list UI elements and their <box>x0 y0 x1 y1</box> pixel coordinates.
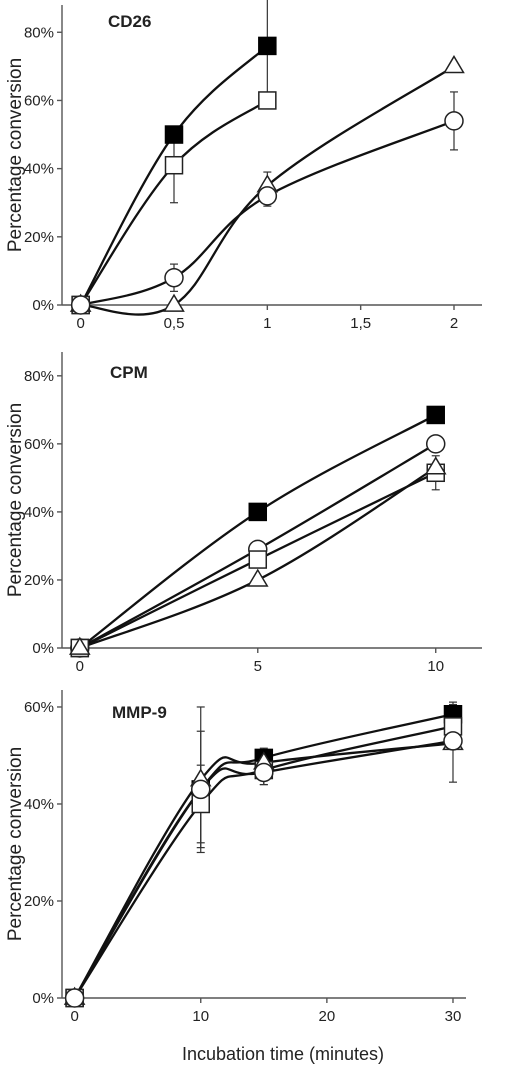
series-filled-square <box>73 701 457 999</box>
open-square-marker <box>164 155 184 175</box>
open-triangle-marker <box>246 568 269 587</box>
y-tick-label: 60% <box>24 436 54 453</box>
open-circle-marker <box>444 111 464 131</box>
x-axis-title: Incubation time (minutes) <box>182 1044 384 1064</box>
series-line <box>73 725 454 999</box>
series-line <box>73 742 454 999</box>
open-triangle-marker <box>163 293 185 312</box>
x-tick-label: 30 <box>445 1008 462 1025</box>
open-square-marker <box>248 550 268 569</box>
y-tick-label: 40% <box>24 504 54 521</box>
y-axis-title: Percentage conversion <box>5 58 26 252</box>
y-axis-title: Percentage conversion <box>5 403 26 597</box>
open-circle-marker <box>443 731 463 751</box>
y-tick-label: 20% <box>24 893 54 910</box>
filled-square-marker <box>258 36 277 56</box>
filled-square-marker <box>426 405 445 425</box>
panel-title: MMP-9 <box>112 703 167 722</box>
y-tick-label: 40% <box>24 161 54 178</box>
y-tick-label: 60% <box>24 92 54 109</box>
x-tick-label: 0 <box>70 1008 78 1025</box>
y-tick-label: 0% <box>32 990 54 1007</box>
series-line <box>80 65 455 316</box>
series-filled-square <box>79 413 437 649</box>
open-circle-marker <box>64 988 85 1008</box>
x-tick-label: 10 <box>192 1008 209 1025</box>
y-tick-label: 20% <box>24 229 54 246</box>
series-line <box>73 739 454 999</box>
y-axis-title: Percentage conversion <box>5 747 26 941</box>
open-circle-marker <box>254 762 274 783</box>
y-tick-label: 0% <box>32 297 54 314</box>
chart-panel-1: 0% 20% 40% 60% 80% 0 5 10 Percentage conversion C… <box>5 352 482 675</box>
x-tick-label: 20 <box>319 1008 336 1025</box>
y-tick-label: 60% <box>24 699 54 716</box>
series-line <box>79 413 437 649</box>
y-tick-label: 80% <box>24 368 54 385</box>
x-tick-label: 1 <box>263 315 271 332</box>
filled-square-marker <box>248 502 268 522</box>
panel-title: CD26 <box>108 12 151 31</box>
x-tick-label: 10 <box>427 658 444 675</box>
panel-title: CPM <box>110 363 148 382</box>
series-line <box>80 119 455 307</box>
x-tick-label: 5 <box>254 658 262 675</box>
chart-panel-2: 0% 20% 40% 60% 0 10 20 30 Percentage conversion M… <box>5 690 466 1025</box>
y-tick-label: 0% <box>32 640 54 657</box>
y-tick-label: 80% <box>24 24 54 41</box>
open-circle-marker <box>190 779 211 800</box>
open-square-marker <box>258 91 277 110</box>
open-circle-marker <box>164 267 184 288</box>
x-tick-label: 0 <box>76 315 84 332</box>
open-triangle-marker <box>68 636 91 655</box>
x-tick-label: 0 <box>76 658 84 675</box>
open-triangle-marker <box>443 54 465 74</box>
open-circle-marker <box>70 295 91 315</box>
open-triangle-marker <box>424 456 447 475</box>
x-tick-label: 0,5 <box>164 315 185 332</box>
y-tick-label: 20% <box>24 572 54 589</box>
chart-panel-0: 0% 20% 40% 60% 80% 0 0,5 1 1,5 2 Percentage conver… <box>5 0 482 332</box>
x-tick-label: 1,5 <box>350 315 371 332</box>
x-tick-label: 2 <box>450 315 458 332</box>
filled-square-marker <box>164 125 184 144</box>
y-tick-label: 40% <box>24 796 54 813</box>
open-circle-marker <box>425 434 446 454</box>
open-circle-marker <box>257 186 278 206</box>
